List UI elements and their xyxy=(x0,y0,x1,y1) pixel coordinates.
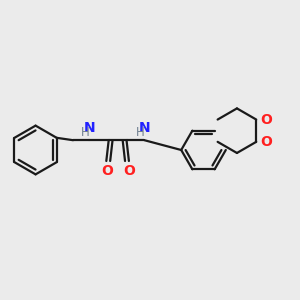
Text: N: N xyxy=(84,121,95,135)
Text: H: H xyxy=(136,126,144,139)
Text: O: O xyxy=(260,112,272,127)
Text: N: N xyxy=(139,121,150,135)
Text: H: H xyxy=(80,126,89,139)
Text: O: O xyxy=(101,164,113,178)
Text: O: O xyxy=(124,164,135,178)
Text: O: O xyxy=(260,135,272,149)
